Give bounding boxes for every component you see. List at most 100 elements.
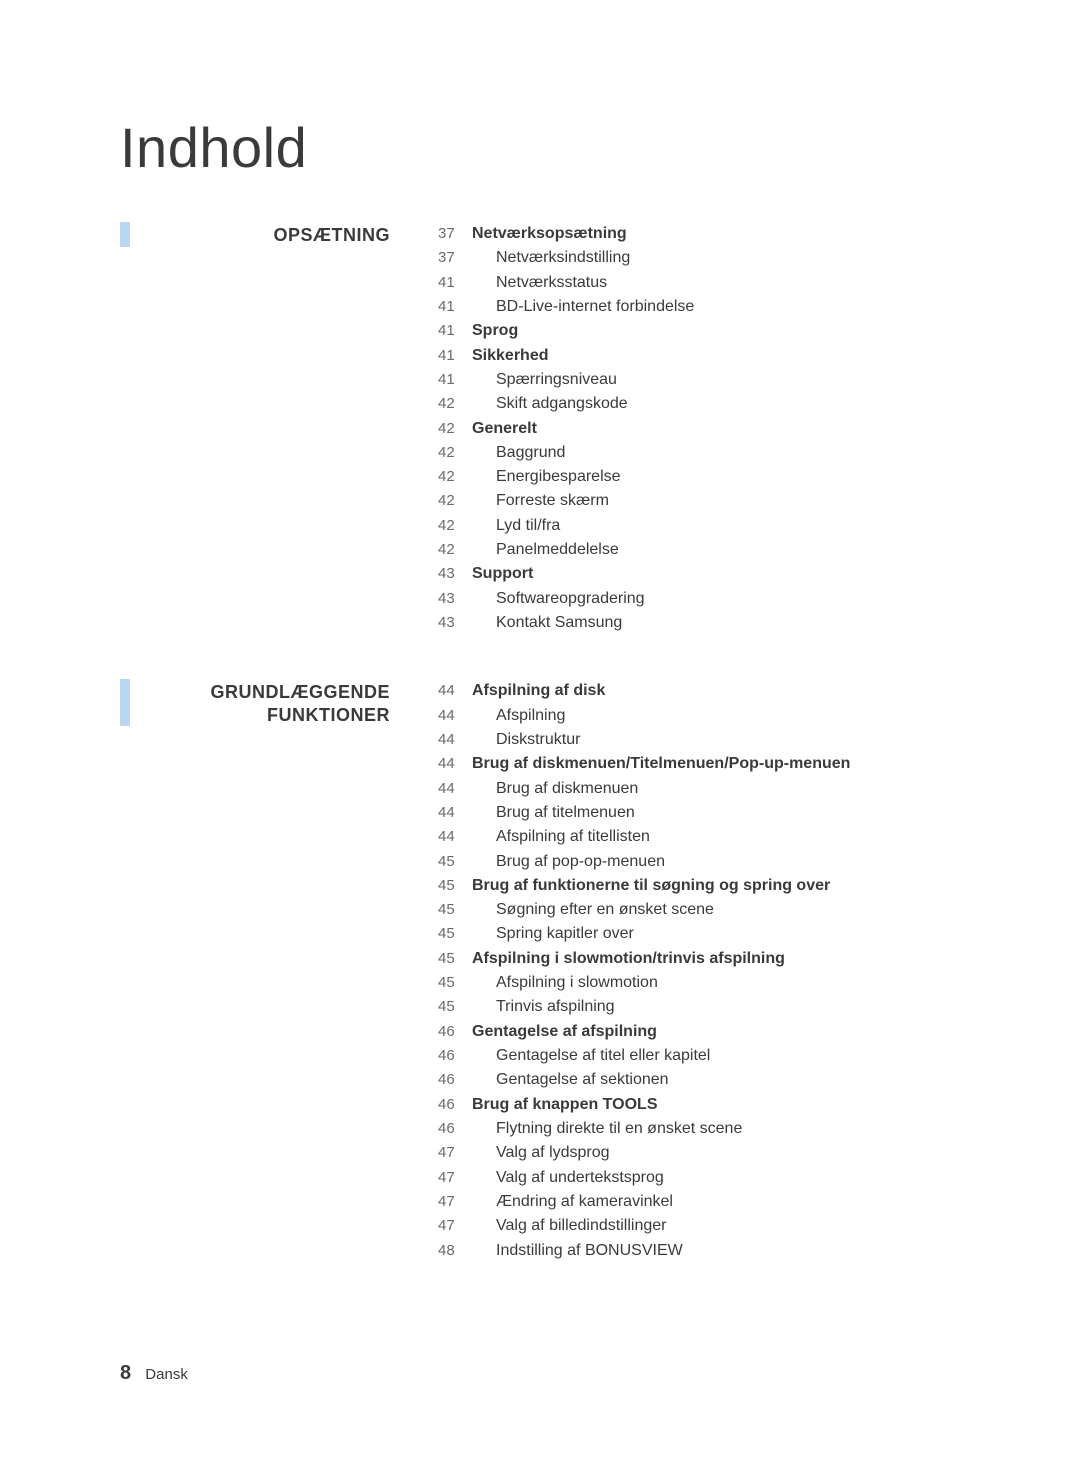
toc-entry-text: Gentagelse af titel eller kapitel [472,1044,980,1068]
toc-entry-text: Afspilning i slowmotion [472,971,980,995]
toc-row: 45Søgning efter en ønsket scene [438,898,980,922]
toc-row: 48Indstilling af BONUSVIEW [438,1239,980,1263]
toc-entry-text: Brug af knappen TOOLS [472,1093,980,1117]
toc-entry-text: Ændring af kameravinkel [472,1190,980,1214]
toc-row: 45Trinvis afspilning [438,995,980,1019]
toc-row: 42Panelmeddelelse [438,538,980,562]
toc-entry-text: Netværksopsætning [472,222,980,246]
toc-page-number: 44 [438,680,472,703]
document-title: Indhold [120,115,980,180]
toc-page-number: 47 [438,1191,472,1214]
toc-row: 44Brug af diskmenuen [438,777,980,801]
toc-section: OPSÆTNING 37Netværksopsætning37Netværksin… [120,222,980,635]
toc-entry-text: Gentagelse af afspilning [472,1020,980,1044]
toc-row: 41Sikkerhed [438,344,980,368]
toc-entry-text: Spring kapitler over [472,922,980,946]
toc-entry-text: Kontakt Samsung [472,611,980,635]
toc-entry-text: Søgning efter en ønsket scene [472,898,980,922]
toc-entry-text: Baggrund [472,441,980,465]
toc-row: 44Brug af diskmenuen/Titelmenuen/Pop-up-… [438,752,980,776]
toc-entry-text: Flytning direkte til en ønsket scene [472,1117,980,1141]
toc-row: 42Lyd til/fra [438,514,980,538]
toc-row: 47Ændring af kameravinkel [438,1190,980,1214]
page-language-label: Dansk [145,1366,188,1383]
toc-page-number: 44 [438,802,472,825]
section-label: GRUNDLÆGGENDE FUNKTIONER [138,681,390,726]
toc-row: 37Netværksopsætning [438,222,980,246]
toc-page-number: 42 [438,515,472,538]
toc-entry-text: Afspilning i slowmotion/trinvis afspilni… [472,947,980,971]
toc-row: 44Brug af titelmenuen [438,801,980,825]
toc-entry-text: Brug af diskmenuen/Titelmenuen/Pop-up-me… [472,752,980,776]
toc-entry-text: Skift adgangskode [472,392,980,416]
toc-page-number: 41 [438,272,472,295]
toc-row: 43Kontakt Samsung [438,611,980,635]
toc-page-number: 44 [438,826,472,849]
section-left-column: OPSÆTNING [120,222,408,247]
toc-row: 45Afspilning i slowmotion/trinvis afspil… [438,947,980,971]
toc-entry-text: Brug af diskmenuen [472,777,980,801]
toc-row: 43Softwareopgradering [438,587,980,611]
toc-row: 41BD-Live-internet forbindelse [438,295,980,319]
section-label: OPSÆTNING [138,224,390,247]
toc-page-number: 46 [438,1069,472,1092]
toc-page-number: 43 [438,612,472,635]
section-label-wrap: GRUNDLÆGGENDE FUNKTIONER [138,679,408,726]
toc-page-number: 37 [438,247,472,270]
toc-page-number: 42 [438,393,472,416]
toc-page-number: 42 [438,418,472,441]
toc-row: 44Afspilning [438,704,980,728]
toc-row: 37Netværksindstilling [438,246,980,270]
toc-page-number: 44 [438,729,472,752]
toc-row: 46Gentagelse af afspilning [438,1020,980,1044]
toc-page-number: 41 [438,320,472,343]
toc-page-number: 44 [438,778,472,801]
toc-entry-text: Brug af titelmenuen [472,801,980,825]
toc-row: 41Spærringsniveau [438,368,980,392]
toc-page-number: 45 [438,996,472,1019]
toc-entry-text: Brug af funktionerne til søgning og spri… [472,874,980,898]
toc-row: 44Diskstruktur [438,728,980,752]
section-accent-bar [120,679,130,726]
toc-row: 46Brug af knappen TOOLS [438,1093,980,1117]
toc-row: 41Netværksstatus [438,271,980,295]
section-right-column: 44Afspilning af disk44Afspilning44Diskst… [408,679,980,1263]
toc-entry-text: Indstilling af BONUSVIEW [472,1239,980,1263]
toc-page-number: 46 [438,1118,472,1141]
toc-page-number: 44 [438,753,472,776]
toc-entry-text: Forreste skærm [472,489,980,513]
toc-row: 42Baggrund [438,441,980,465]
toc-page-number: 41 [438,369,472,392]
toc-entry-text: Softwareopgradering [472,587,980,611]
toc-entry-text: Valg af billedindstillinger [472,1214,980,1238]
toc-entry-text: Spærringsniveau [472,368,980,392]
toc-page-number: 45 [438,972,472,995]
toc-page-number: 45 [438,875,472,898]
toc-page-number: 47 [438,1167,472,1190]
toc-section: GRUNDLÆGGENDE FUNKTIONER44Afspilning af … [120,679,980,1263]
toc-page-number: 37 [438,223,472,246]
toc-sections-container: OPSÆTNING 37Netværksopsætning37Netværksin… [120,222,980,1263]
toc-page-number: 41 [438,345,472,368]
toc-page-number: 45 [438,948,472,971]
toc-entry-text: Afspilning af titellisten [472,825,980,849]
toc-page-number: 44 [438,705,472,728]
toc-page-number: 46 [438,1094,472,1117]
toc-row: 47Valg af undertekstsprog [438,1166,980,1190]
toc-row: 43Support [438,562,980,586]
page-number: 8 [120,1362,131,1384]
toc-row: 42Generelt [438,417,980,441]
toc-entry-text: Support [472,562,980,586]
toc-page-number: 42 [438,466,472,489]
page: Indhold OPSÆTNING37Netværksopsætning37Ne… [0,0,1080,1477]
toc-entry-text: Generelt [472,417,980,441]
toc-entry-text: Lyd til/fra [472,514,980,538]
toc-page-number: 42 [438,490,472,513]
toc-entry-text: Trinvis afspilning [472,995,980,1019]
toc-row: 44Afspilning af disk [438,679,980,703]
toc-entry-text: BD-Live-internet forbindelse [472,295,980,319]
toc-entry-text: Sikkerhed [472,344,980,368]
toc-entry-text: Netværksstatus [472,271,980,295]
toc-page-number: 43 [438,588,472,611]
toc-page-number: 41 [438,296,472,319]
